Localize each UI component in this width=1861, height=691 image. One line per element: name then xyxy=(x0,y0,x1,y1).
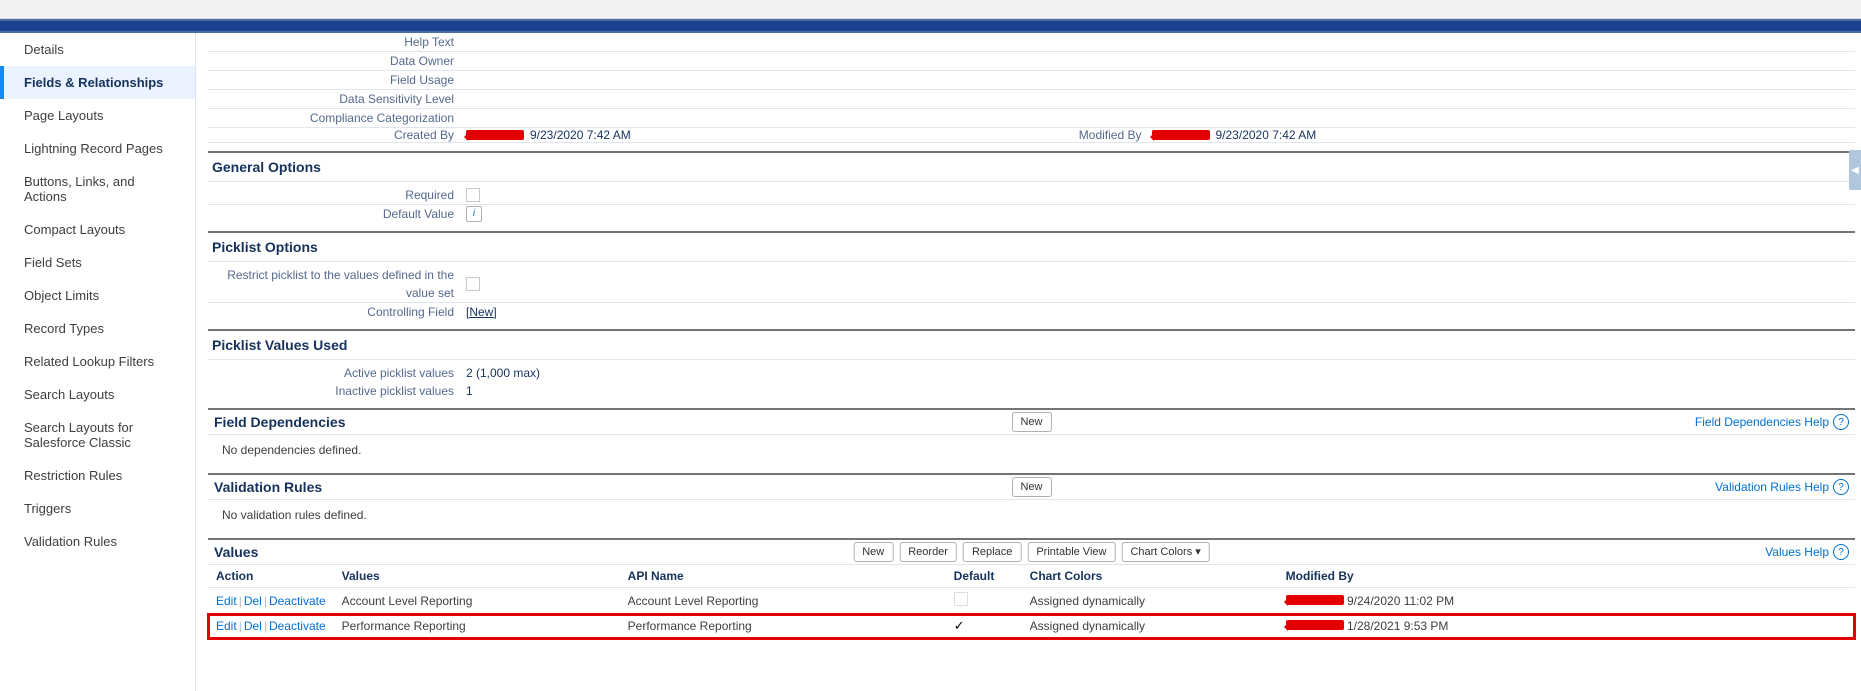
field-deps-help-link[interactable]: Field Dependencies Help xyxy=(1695,415,1829,429)
values-replace-button[interactable]: Replace xyxy=(963,542,1021,562)
col-action: Action xyxy=(208,565,334,588)
info-icon[interactable]: i xyxy=(466,206,482,222)
sidebar-item-field-sets[interactable]: Field Sets xyxy=(0,246,195,279)
values-reorder-button[interactable]: Reorder xyxy=(899,542,957,562)
label-field-usage: Field Usage xyxy=(208,71,466,89)
cell-mod: 9/24/2020 11:02 PM xyxy=(1278,588,1855,614)
created-by-user-redacted xyxy=(466,130,524,140)
label-data-sensitivity: Data Sensitivity Level xyxy=(208,90,466,108)
values-help-link[interactable]: Values Help xyxy=(1765,545,1829,559)
app-topbar xyxy=(0,0,1861,19)
cell-chart: Assigned dynamically xyxy=(1022,614,1278,639)
section-picklist-options: Picklist Options xyxy=(208,231,1855,262)
values-chart-colors-button[interactable]: Chart Colors xyxy=(1121,542,1209,562)
values-table: Action Values API Name Default Chart Col… xyxy=(208,565,1855,639)
created-by-date: 9/23/2020 7:42 AM xyxy=(530,128,631,142)
value-active-count: 2 (1,000 max) xyxy=(466,364,1855,382)
value-inactive-count: 1 xyxy=(466,382,1855,400)
right-panel-toggle[interactable]: ◀ xyxy=(1849,150,1861,190)
mod-user-redacted xyxy=(1286,620,1344,630)
label-data-owner: Data Owner xyxy=(208,52,466,70)
label-help-text: Help Text xyxy=(208,33,466,51)
cell-api: Performance Reporting xyxy=(620,614,946,639)
modified-by-date: 9/23/2020 7:42 AM xyxy=(1216,128,1317,142)
sidebar-item-obj-limits[interactable]: Object Limits xyxy=(0,279,195,312)
section-values: Values New Reorder Replace Printable Vie… xyxy=(208,538,1855,565)
cell-default xyxy=(946,588,1022,614)
col-mod: Modified By xyxy=(1278,565,1855,588)
section-picklist-values-used: Picklist Values Used xyxy=(208,329,1855,360)
col-values: Values xyxy=(334,565,620,588)
sidebar-item-rr[interactable]: Restriction Rules xyxy=(0,459,195,492)
modified-by-user-redacted xyxy=(1152,130,1210,140)
label-modified-by: Modified By xyxy=(1032,128,1152,142)
sidebar-item-lrp[interactable]: Lightning Record Pages xyxy=(0,132,195,165)
restrict-checkbox[interactable] xyxy=(466,277,480,291)
section-validation-rules: Validation Rules New Validation Rules He… xyxy=(208,473,1855,500)
col-default: Default xyxy=(946,565,1022,588)
sidebar-item-triggers[interactable]: Triggers xyxy=(0,492,195,525)
label-created-by: Created By xyxy=(208,128,466,142)
sidebar-item-slsc[interactable]: Search Layouts for Salesforce Classic xyxy=(0,411,195,459)
field-deps-empty: No dependencies defined. xyxy=(208,435,1855,465)
sidebar-item-bla[interactable]: Buttons, Links, and Actions xyxy=(0,165,195,213)
sidebar: Details Fields & Relationships Page Layo… xyxy=(0,33,196,691)
values-title: Values xyxy=(214,544,258,560)
validation-rules-new-button[interactable]: New xyxy=(1011,477,1051,497)
cell-default: ✓ xyxy=(946,614,1022,639)
field-deps-title: Field Dependencies xyxy=(214,414,345,430)
values-new-button[interactable]: New xyxy=(853,542,893,562)
label-controlling-field: Controlling Field xyxy=(208,303,466,321)
sidebar-item-fields-rel[interactable]: Fields & Relationships xyxy=(0,66,195,99)
sidebar-item-rlf[interactable]: Related Lookup Filters xyxy=(0,345,195,378)
del-link[interactable]: Del xyxy=(244,594,262,608)
col-chart: Chart Colors xyxy=(1022,565,1278,588)
sidebar-item-rec-types[interactable]: Record Types xyxy=(0,312,195,345)
cell-value: Account Level Reporting xyxy=(334,588,620,614)
app-bluebar xyxy=(0,19,1861,33)
field-deps-new-button[interactable]: New xyxy=(1011,412,1051,432)
label-default-value: Default Value xyxy=(208,205,466,223)
col-api: API Name xyxy=(620,565,946,588)
page: Details Fields & Relationships Page Layo… xyxy=(0,33,1861,691)
cell-mod: 1/28/2021 9:53 PM xyxy=(1278,614,1855,639)
deactivate-link[interactable]: Deactivate xyxy=(269,619,326,633)
validation-rules-empty: No validation rules defined. xyxy=(208,500,1855,530)
label-required: Required xyxy=(208,186,466,204)
table-row: Edit|Del|DeactivateAccount Level Reporti… xyxy=(208,588,1855,614)
values-printable-button[interactable]: Printable View xyxy=(1027,542,1115,562)
deactivate-link[interactable]: Deactivate xyxy=(269,594,326,608)
cell-api: Account Level Reporting xyxy=(620,588,946,614)
cell-chart: Assigned dynamically xyxy=(1022,588,1278,614)
edit-link[interactable]: Edit xyxy=(216,619,237,633)
validation-rules-help-link[interactable]: Validation Rules Help xyxy=(1715,480,1829,494)
del-link[interactable]: Del xyxy=(244,619,262,633)
cell-value: Performance Reporting xyxy=(334,614,620,639)
validation-rules-title: Validation Rules xyxy=(214,479,322,495)
label-restrict: Restrict picklist to the values defined … xyxy=(208,266,466,302)
section-general-options: General Options xyxy=(208,151,1855,182)
sidebar-item-details[interactable]: Details xyxy=(0,33,195,66)
table-row: Edit|Del|DeactivatePerformance Reporting… xyxy=(208,614,1855,639)
help-icon[interactable]: ? xyxy=(1833,479,1849,495)
sidebar-item-compact[interactable]: Compact Layouts xyxy=(0,213,195,246)
mod-user-redacted xyxy=(1286,595,1344,605)
help-icon[interactable]: ? xyxy=(1833,414,1849,430)
label-active-count: Active picklist values xyxy=(208,364,466,382)
sidebar-item-page-layouts[interactable]: Page Layouts xyxy=(0,99,195,132)
main-panel: Help Text Data Owner Field Usage Data Se… xyxy=(196,33,1861,691)
required-checkbox[interactable] xyxy=(466,188,480,202)
sidebar-item-search-layouts[interactable]: Search Layouts xyxy=(0,378,195,411)
controlling-field-new-link[interactable]: [New] xyxy=(466,303,497,321)
label-inactive-count: Inactive picklist values xyxy=(208,382,466,400)
help-icon[interactable]: ? xyxy=(1833,544,1849,560)
section-field-deps: Field Dependencies New Field Dependencie… xyxy=(208,408,1855,435)
label-compliance: Compliance Categorization xyxy=(208,109,466,127)
sidebar-item-vr[interactable]: Validation Rules xyxy=(0,525,195,558)
edit-link[interactable]: Edit xyxy=(216,594,237,608)
